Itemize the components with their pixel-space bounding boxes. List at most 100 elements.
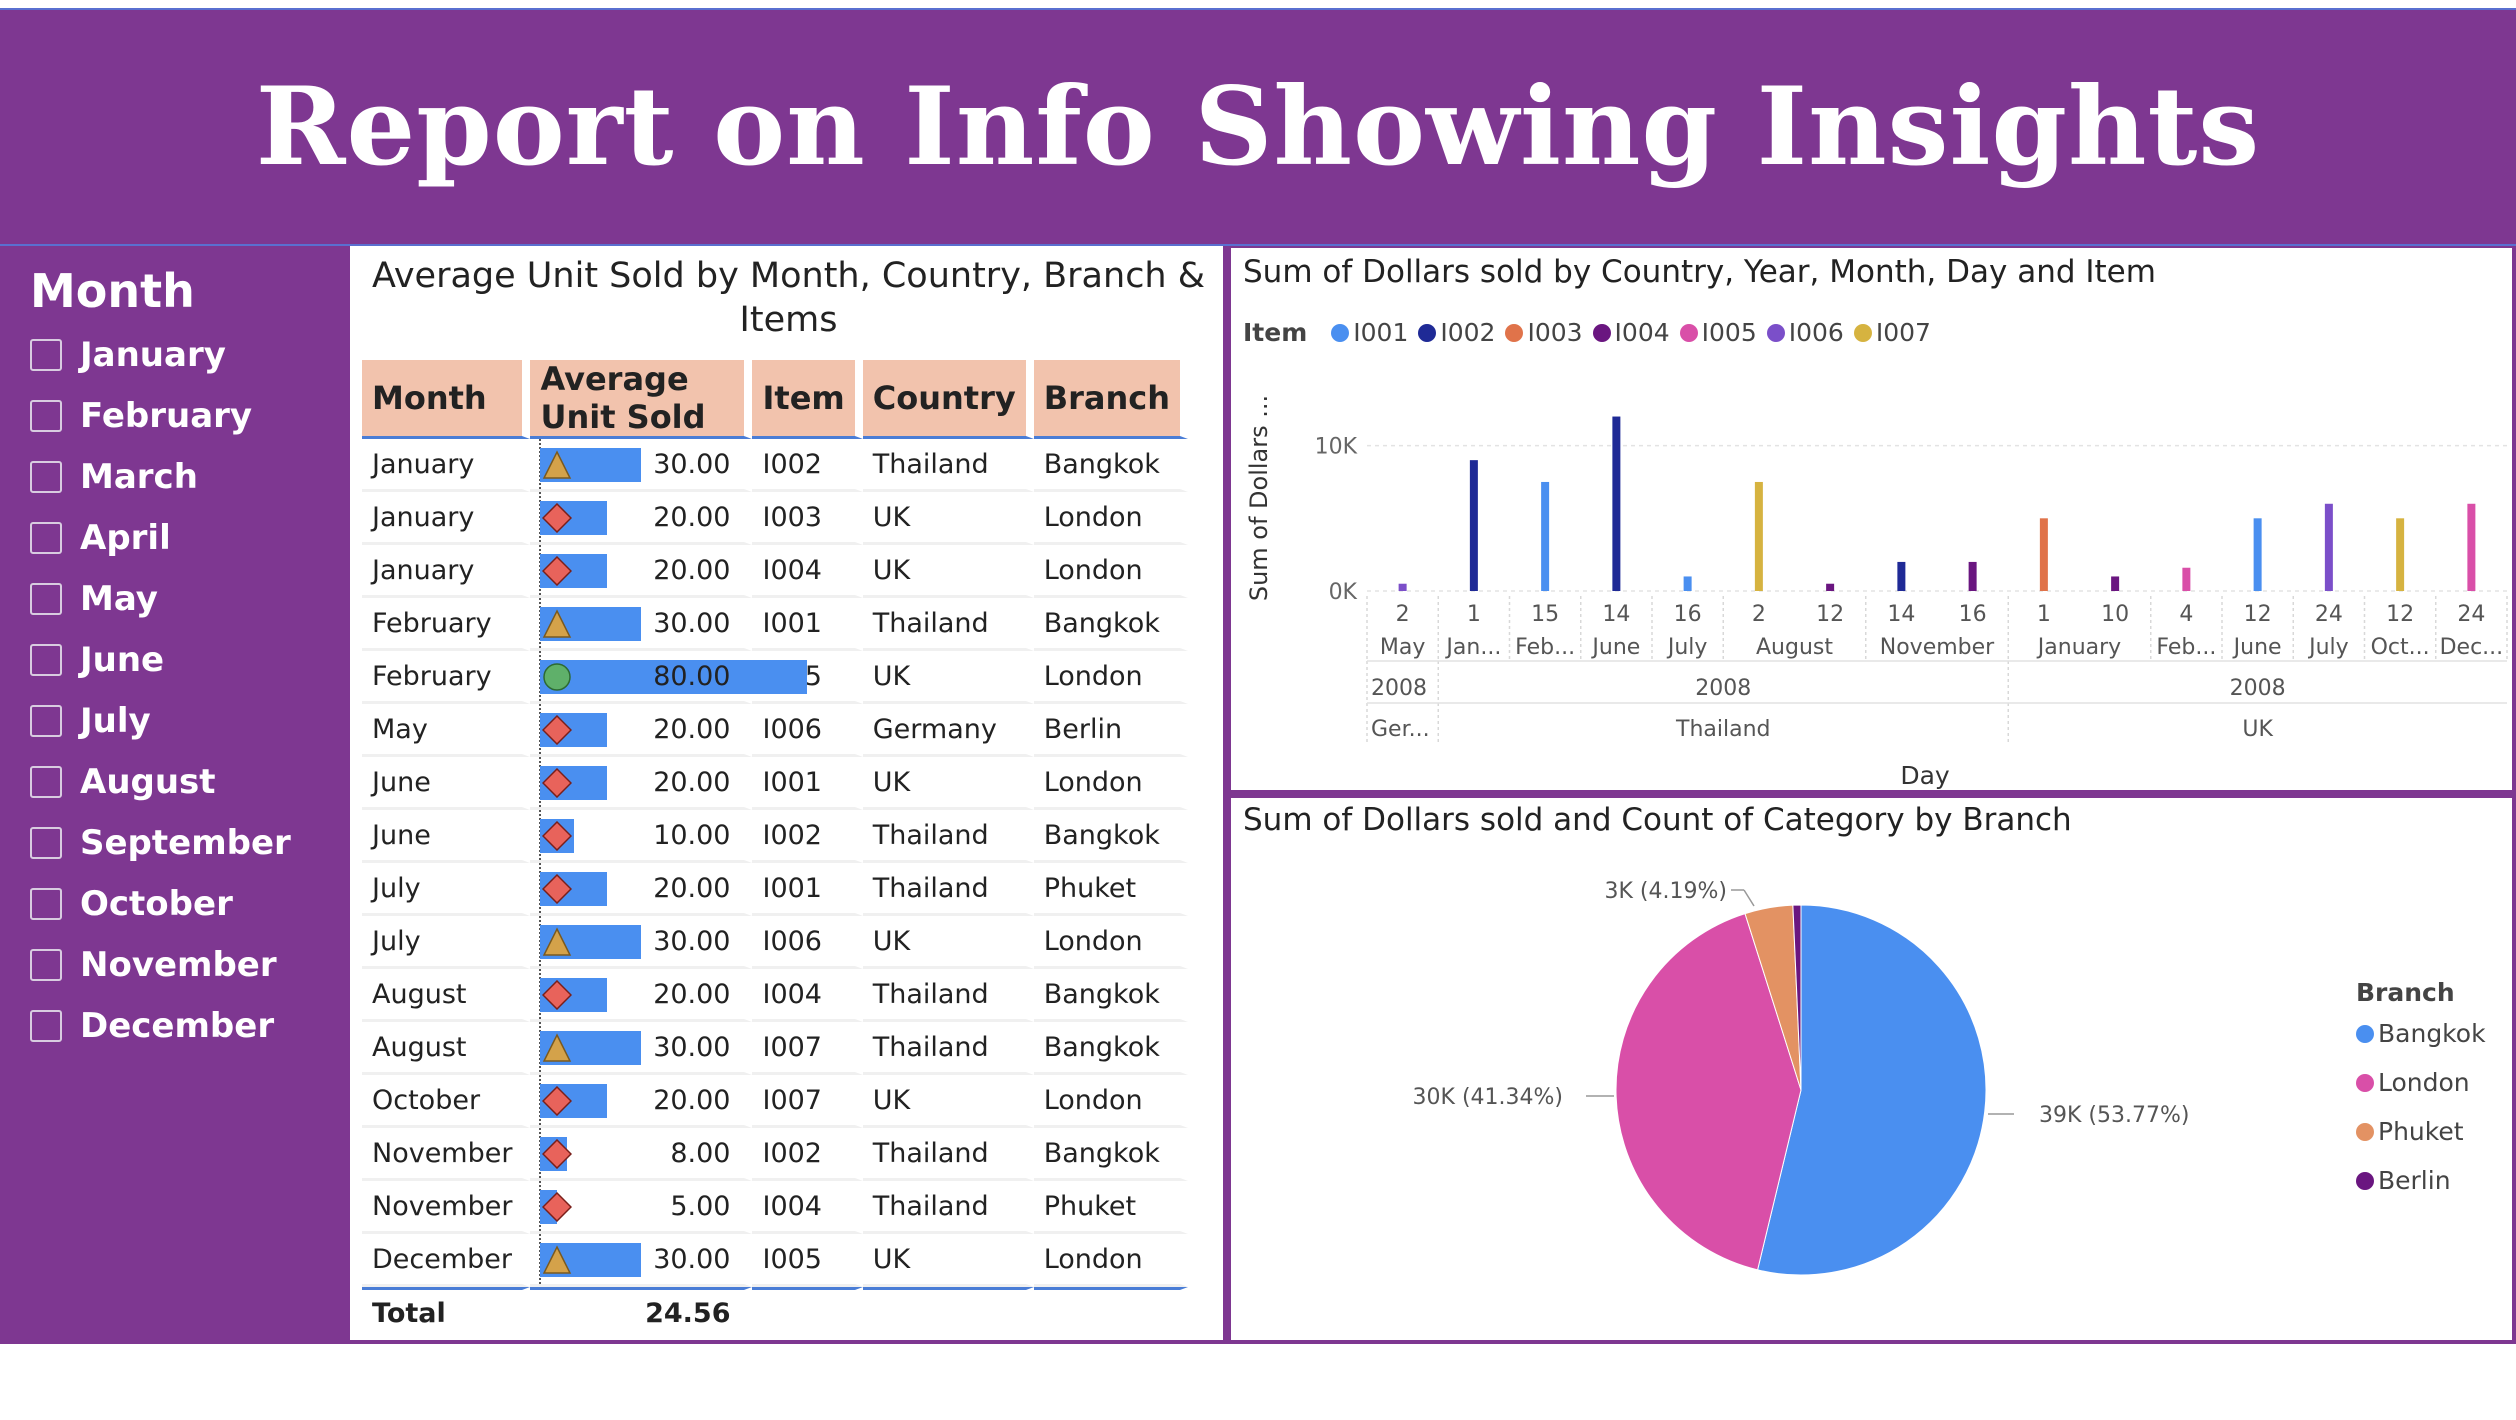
bar-i004[interactable] — [1968, 561, 1977, 591]
slicer-item-september[interactable]: September — [30, 818, 291, 868]
slicer-item-label: March — [80, 457, 198, 497]
slicer-item-april[interactable]: April — [30, 513, 171, 563]
diamond-kpi-icon — [542, 1086, 573, 1116]
bar-i001[interactable] — [1683, 576, 1692, 591]
legend-item-i004[interactable]: I004 — [1592, 318, 1670, 347]
checkbox[interactable] — [30, 827, 62, 859]
slicer-item-november[interactable]: November — [30, 940, 277, 990]
column-header-country[interactable]: Country — [862, 360, 1034, 439]
checkbox[interactable] — [30, 461, 62, 493]
table-row[interactable]: February 30.00 I001 Thailand Bangkok — [362, 598, 1188, 651]
table-row[interactable]: January 30.00 I002 Thailand Bangkok — [362, 439, 1188, 492]
column-header-branch[interactable]: Branch — [1033, 360, 1188, 439]
cell-branch: Bangkok — [1033, 1022, 1188, 1075]
checkbox[interactable] — [30, 705, 62, 737]
table-row[interactable]: August 30.00 I007 Thailand Bangkok — [362, 1022, 1188, 1075]
pie-slice-bangkok[interactable] — [1756, 904, 1987, 1276]
bar-i002[interactable] — [1612, 416, 1621, 591]
pie-slice-london[interactable] — [1615, 913, 1802, 1271]
average-value: 20.00 — [653, 1084, 731, 1116]
slicer-item-february[interactable]: February — [30, 391, 252, 441]
month-tick-label: Feb... — [2156, 635, 2216, 660]
bar-i006[interactable] — [1398, 583, 1407, 591]
y-tick-label: 0K — [1329, 580, 1358, 605]
slicer-item-december[interactable]: December — [30, 1001, 274, 1051]
bar-i005[interactable] — [2182, 567, 2191, 591]
checkbox[interactable] — [30, 1010, 62, 1042]
table-row[interactable]: January 20.00 I003 UK London — [362, 492, 1188, 545]
legend-item-i007[interactable]: I007 — [1853, 318, 1931, 347]
legend-dot — [1418, 323, 1437, 342]
column-header-item[interactable]: Item — [752, 360, 863, 439]
bar-i007[interactable] — [2396, 518, 2405, 591]
checkbox[interactable] — [30, 400, 62, 432]
column-header-average-unit-sold[interactable]: Average Unit Sold — [530, 360, 753, 439]
table-row[interactable]: June 10.00 I002 Thailand Bangkok — [362, 810, 1188, 863]
table-row[interactable]: November 8.00 I002 Thailand Bangkok — [362, 1128, 1188, 1181]
bar-i002[interactable] — [1469, 460, 1478, 591]
panel-divider — [346, 246, 350, 1344]
table-row[interactable]: October 20.00 I007 UK London — [362, 1075, 1188, 1128]
table-row[interactable]: January 20.00 I004 UK London — [362, 545, 1188, 598]
legend-label: I006 — [1788, 318, 1844, 347]
legend-label: I003 — [1527, 318, 1583, 347]
column-header-month[interactable]: Month — [362, 360, 531, 439]
table-row[interactable]: August 20.00 I004 Thailand Bangkok — [362, 969, 1188, 1022]
checkbox[interactable] — [30, 583, 62, 615]
legend-item-i003[interactable]: I003 — [1505, 318, 1583, 347]
bar-i007[interactable] — [1754, 481, 1763, 591]
average-value: 20.00 — [653, 554, 731, 586]
legend-item-i001[interactable]: I001 — [1331, 318, 1408, 347]
average-value: 5.00 — [670, 1190, 731, 1222]
cell-country: UK — [862, 492, 1034, 545]
bar-i005[interactable] — [2467, 503, 2476, 591]
triangle-kpi-icon — [543, 1245, 572, 1274]
cell-branch: London — [1033, 492, 1188, 545]
bar-i006[interactable] — [2324, 503, 2333, 591]
slicer-item-march[interactable]: March — [30, 452, 198, 502]
slicer-item-january[interactable]: January — [30, 330, 226, 380]
table-row[interactable]: November 5.00 I004 Thailand Phuket — [362, 1181, 1188, 1234]
day-tick-label: 24 — [2315, 602, 2343, 627]
pie-legend-item-phuket[interactable]: Phuket — [2356, 1117, 2486, 1146]
bar-i004[interactable] — [2111, 576, 2120, 591]
checkbox[interactable] — [30, 766, 62, 798]
table-row[interactable]: May 20.00 I006 Germany Berlin — [362, 704, 1188, 757]
legend-item-i006[interactable]: I006 — [1766, 318, 1844, 347]
table-header-row: Month Average Unit Sold Item Country Bra… — [362, 360, 1188, 439]
slicer-item-june[interactable]: June — [30, 635, 164, 685]
table-row[interactable]: July 30.00 I006 UK London — [362, 916, 1188, 969]
slicer-item-label: July — [80, 701, 151, 741]
legend-dot — [2356, 1024, 2374, 1043]
table-row[interactable]: December 30.00 I005 UK London — [362, 1234, 1188, 1287]
country-tick-label: Ger... — [1371, 717, 1430, 742]
slicer-item-may[interactable]: May — [30, 574, 158, 624]
bar-i004[interactable] — [1826, 583, 1835, 591]
bar-i003[interactable] — [2039, 518, 2048, 591]
table-row[interactable]: July 20.00 I001 Thailand Phuket — [362, 863, 1188, 916]
x-axis-label: Day — [1900, 761, 1950, 790]
pie-legend-item-bangkok[interactable]: Bangkok — [2356, 1019, 2486, 1048]
slicer-item-october[interactable]: October — [30, 879, 233, 929]
table-row[interactable]: June 20.00 I001 UK London — [362, 757, 1188, 810]
bar-i001[interactable] — [2253, 518, 2262, 591]
pie-slice-berlin[interactable] — [1792, 904, 1802, 1091]
slicer-item-label: October — [80, 884, 233, 924]
legend-item-i002[interactable]: I002 — [1418, 318, 1495, 347]
pie-legend-item-london[interactable]: London — [2356, 1068, 2486, 1097]
legend-item-i005[interactable]: I005 — [1679, 318, 1757, 347]
checkbox[interactable] — [30, 522, 62, 554]
checkbox[interactable] — [30, 339, 62, 371]
bar-i002[interactable] — [1897, 561, 1906, 591]
pie-legend-item-berlin[interactable]: Berlin — [2356, 1166, 2486, 1195]
checkbox[interactable] — [30, 644, 62, 676]
slicer-item-july[interactable]: July — [30, 696, 151, 746]
slicer-item-august[interactable]: August — [30, 757, 216, 807]
checkbox[interactable] — [30, 949, 62, 981]
cell-branch: Bangkok — [1033, 810, 1188, 863]
bar-i001[interactable] — [1541, 481, 1550, 591]
triangle-kpi-icon — [543, 1033, 572, 1062]
checkbox[interactable] — [30, 888, 62, 920]
pie-data-label: 3K (4.19%) — [1605, 879, 1727, 904]
